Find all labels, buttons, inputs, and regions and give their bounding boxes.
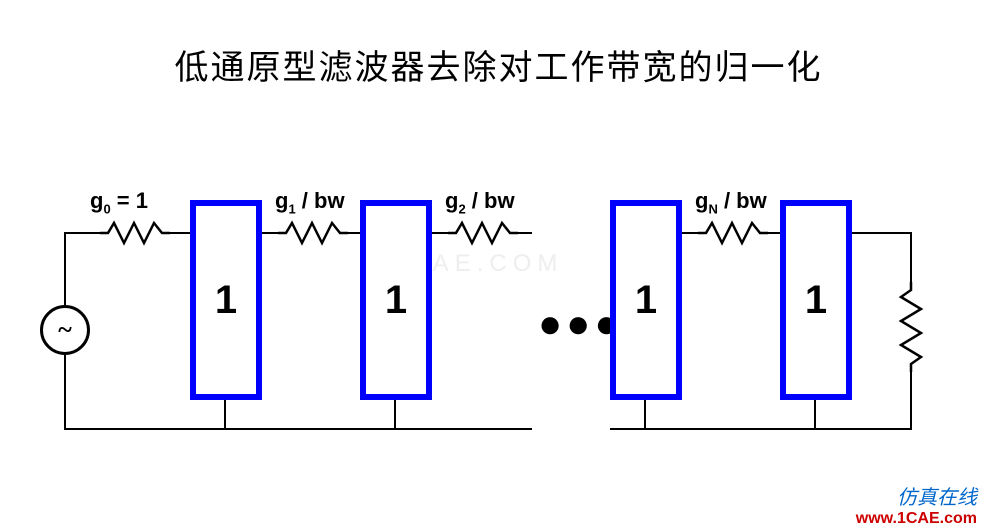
wire-top-2b [518, 232, 532, 234]
watermark-text-1: 仿真在线 [897, 481, 977, 510]
wire-left-up [64, 232, 66, 305]
block-3: 1 [610, 200, 682, 400]
wire-bot-0 [64, 428, 190, 430]
wire-top-2a [432, 232, 448, 234]
ac-source: ~ [40, 305, 90, 355]
watermark-text-2: www.1CAE.com [856, 510, 977, 528]
label-g0: g0 = 1 [90, 188, 148, 216]
block-4-label: 1 [805, 278, 827, 323]
label-g2: g2 / bw [445, 188, 515, 216]
circuit-diagram: ~ g0 = 1 1 g1 / bw 1 g2 / bw ●●● 1 [60, 170, 940, 450]
wire-top-load [852, 232, 912, 234]
wire-top-Nb [768, 232, 780, 234]
wire-top-0b [170, 232, 190, 234]
wire-b3-bot [644, 400, 646, 430]
resistor-g2 [448, 220, 518, 246]
block-2-label: 1 [385, 278, 407, 323]
wire-top-1a [262, 232, 278, 234]
wire-b2-bot [394, 400, 396, 430]
load-resistor [898, 282, 924, 372]
wire-bot-4 [852, 428, 912, 430]
wire-b2-bot-h [360, 428, 432, 430]
wire-left-down [64, 355, 66, 430]
wire-bot-3 [682, 428, 780, 430]
block-3-label: 1 [635, 278, 657, 323]
wire-right-up [910, 232, 912, 282]
source-symbol: ~ [58, 315, 72, 345]
wire-top-1b [348, 232, 360, 234]
block-2: 1 [360, 200, 432, 400]
wire-right-down [910, 372, 912, 430]
resistor-g0 [100, 220, 170, 246]
wire-bot-1 [262, 428, 360, 430]
block-4: 1 [780, 200, 852, 400]
resistor-g1 [278, 220, 348, 246]
label-gN: gN / bw [695, 188, 767, 216]
wire-bot-2 [432, 428, 532, 430]
block-1: 1 [190, 200, 262, 400]
wire-b4-bot [814, 400, 816, 430]
wire-b1-bot-h [190, 428, 262, 430]
wire-b4-bot-h [780, 428, 852, 430]
resistor-gN [698, 220, 768, 246]
wire-top-0a [64, 232, 100, 234]
wire-b3-bot-h [610, 428, 682, 430]
wire-b1-bot [224, 400, 226, 430]
wire-top-Na [682, 232, 698, 234]
block-1-label: 1 [215, 278, 237, 323]
page-title: 低通原型滤波器去除对工作带宽的归一化 [0, 40, 997, 89]
label-g1: g1 / bw [275, 188, 345, 216]
